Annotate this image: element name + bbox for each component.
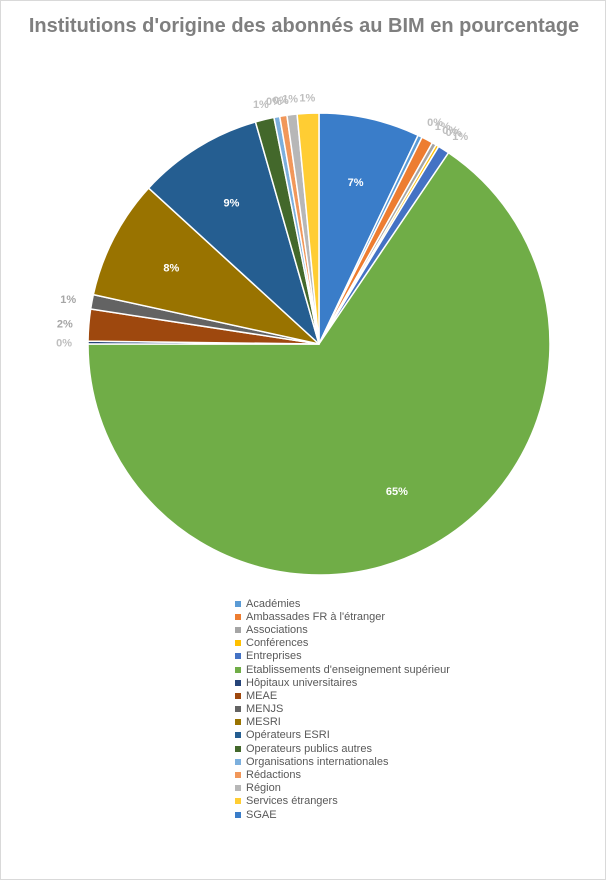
data-label-meae: 2%	[57, 319, 73, 331]
legend-label: Organisations internationales	[246, 755, 389, 768]
legend-swatch	[235, 758, 241, 765]
legend-swatch	[235, 613, 241, 620]
legend-label: Operateurs publics autres	[246, 742, 372, 755]
legend-item-operateurs-publics-autres: Operateurs publics autres	[235, 742, 450, 755]
pie-slice-etablissements-d-enseignement-superieur	[87, 152, 551, 576]
legend-item-operateurs-esri: Opérateurs ESRI	[235, 729, 450, 742]
legend-item-hopitaux-universitaires: Hôpitaux universitaires	[235, 676, 450, 689]
data-label-region: 1%	[282, 94, 298, 106]
legend-label: Hôpitaux universitaires	[246, 676, 358, 689]
data-label-organisations-internationales: 0%	[266, 96, 282, 108]
data-label-associations: 0%	[442, 125, 458, 137]
legend-label: Entreprises	[246, 650, 302, 663]
data-label-conferences: 0%	[446, 127, 462, 139]
data-label-operateurs-publics-autres: 1%	[253, 99, 269, 111]
legend-label: Services étrangers	[246, 795, 338, 808]
legend-swatch	[235, 811, 241, 818]
legend-label: Conférences	[246, 637, 309, 650]
pie-slice-services-etrangers	[296, 112, 320, 345]
chart-title: Institutions d'origine des abonnés au BI…	[28, 15, 580, 37]
data-label-hopitaux-universitaires: 0%	[56, 337, 72, 349]
legend-label: MEAE	[246, 689, 278, 702]
legend-item-sgae: SGAE	[235, 808, 450, 821]
chart-legend: Académies Ambassades FR à l'étranger Assoc…	[235, 597, 450, 821]
legend-label: Région	[246, 782, 281, 795]
data-label-services-etrangers: 1%	[299, 92, 315, 104]
legend-item-services-etrangers: Services étrangers	[235, 795, 450, 808]
legend-swatch	[235, 772, 241, 779]
legend-swatch	[235, 798, 241, 805]
legend-swatch	[235, 785, 241, 792]
legend-label: MENJS	[246, 703, 284, 716]
legend-item-redactions: Rédactions	[235, 768, 450, 781]
legend-label: Associations	[246, 623, 308, 636]
legend-swatch	[235, 692, 241, 699]
data-label-menjs: 1%	[60, 294, 76, 306]
legend-label: Opérateurs ESRI	[246, 729, 330, 742]
legend-swatch	[235, 666, 241, 673]
pie-slice-operateurs-esri	[147, 121, 320, 345]
legend-label: Etablissements d'enseignement supérieur	[246, 663, 450, 676]
legend-item-etablissements-d-enseignement-superieur: Etablissements d'enseignement supérieur	[235, 663, 450, 676]
pie-chart: 7%0%1%0%0%1%65%0%2%1%8%9%1%0%0%1% 1%	[56, 92, 551, 576]
legend-label: SGAE	[246, 808, 277, 821]
data-label-entreprises: 1%	[452, 131, 468, 143]
legend-item-ambassades-fr-a-l-etranger: Ambassades FR à l'étranger	[235, 610, 450, 623]
legend-label: Rédactions	[246, 769, 302, 782]
data-label-ambassades-fr-a-l-etranger: 1%	[435, 121, 451, 133]
legend-item-region: Région	[235, 782, 450, 795]
data-label-academies: 0%	[427, 117, 443, 129]
data-label-mesri: 8%	[163, 263, 179, 275]
legend-swatch	[235, 706, 241, 713]
legend-item-menjs: MENJS	[235, 703, 450, 716]
legend-swatch	[235, 679, 241, 686]
legend-swatch	[235, 600, 241, 607]
pie-slice-sgae	[318, 112, 419, 345]
data-label-sgae: 7%	[348, 177, 364, 189]
data-label-redactions: 0%	[273, 95, 289, 107]
legend-swatch	[235, 732, 241, 739]
legend-item-meae: MEAE	[235, 689, 450, 702]
legend-swatch	[235, 626, 241, 633]
legend-label: Ambassades FR à l'étranger	[246, 610, 386, 623]
data-label-etablissements-d-enseignement-superieur: 65%	[386, 486, 408, 498]
legend-swatch	[235, 640, 241, 647]
legend-item-mesri: MESRI	[235, 716, 450, 729]
legend-item-entreprises: Entreprises	[235, 650, 450, 663]
legend-label: Académies	[246, 597, 301, 610]
data-label-operateurs-esri: 9%	[224, 198, 240, 210]
legend-swatch	[235, 745, 241, 752]
legend-item-associations: Associations	[235, 623, 450, 636]
pie-slice-mesri	[92, 187, 320, 345]
legend-label: MESRI	[246, 716, 281, 729]
legend-item-conferences: Conférences	[235, 637, 450, 650]
legend-item-academies: Académies	[235, 597, 450, 610]
legend-item-organisations-internationales: Organisations internationales	[235, 755, 450, 768]
legend-swatch	[235, 719, 241, 726]
legend-swatch	[235, 653, 241, 660]
